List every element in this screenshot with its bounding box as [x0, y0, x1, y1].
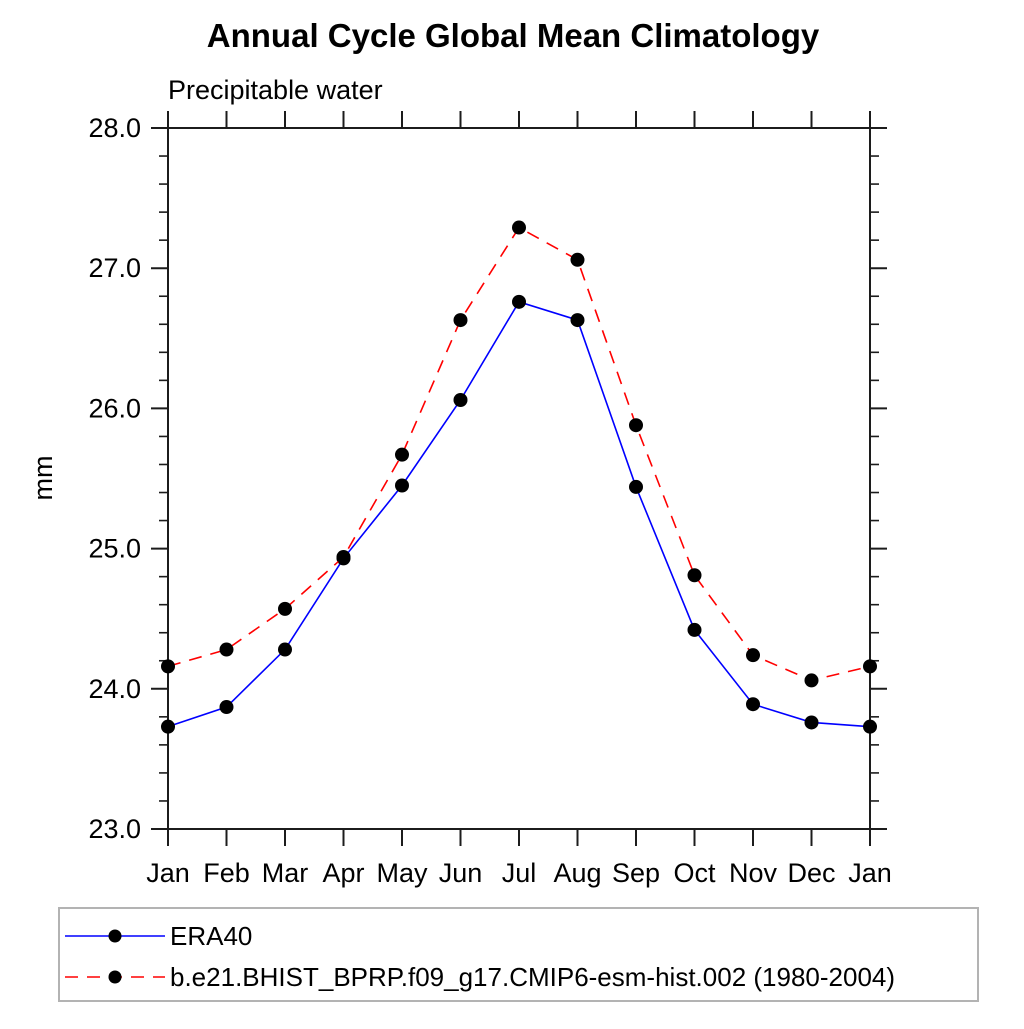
y-axis-ticks: 23.0 24.0 25.0 26.0 27.0 28.0: [88, 113, 887, 844]
series-marker-1: [863, 659, 877, 674]
x-tick-label: Feb: [203, 858, 250, 888]
y-tick-label: 26.0: [88, 393, 141, 423]
series-marker-1: [570, 252, 585, 267]
x-tick-label: Jan: [146, 858, 190, 888]
x-tick-label: Aug: [553, 858, 601, 888]
series-marker-1: [219, 642, 234, 657]
series-marker-0: [453, 392, 468, 407]
x-tick-label: May: [376, 858, 428, 888]
series-marker-0: [863, 719, 877, 734]
x-tick-label: Jan: [848, 858, 892, 888]
series-marker-1: [336, 550, 351, 565]
series-marker-0: [746, 697, 760, 712]
series-marker-0: [395, 478, 409, 493]
series-marker-1: [746, 648, 760, 663]
y-axis-label: mm: [28, 456, 58, 501]
series-layer: [161, 220, 877, 734]
y-tick-label: 24.0: [88, 674, 141, 704]
x-tick-label: Dec: [787, 858, 835, 888]
series-marker-1: [512, 220, 526, 235]
x-tick-label: Mar: [262, 858, 309, 888]
legend-marker-1: [108, 970, 122, 984]
legend-box: [58, 907, 979, 1002]
x-tick-label: Jun: [439, 858, 483, 888]
x-tick-label: Oct: [673, 858, 716, 888]
y-tick-label: 23.0: [88, 814, 141, 844]
series-marker-0: [512, 294, 526, 309]
x-tick-label: Nov: [729, 858, 778, 888]
x-tick-label: Apr: [322, 858, 364, 888]
series-marker-1: [453, 313, 468, 328]
series-marker-1: [395, 447, 409, 462]
series-marker-0: [278, 642, 292, 657]
legend-label-1: b.e21.BHIST_BPRP.f09_g17.CMIP6-esm-hist.…: [170, 962, 895, 992]
series-marker-0: [570, 313, 585, 328]
y-tick-label: 28.0: [88, 113, 141, 143]
legend-label-0: ERA40: [170, 921, 252, 951]
series-marker-0: [804, 715, 819, 730]
series-marker-1: [629, 418, 643, 433]
series-marker-1: [804, 673, 819, 688]
x-axis-ticks: Jan Feb Mar Apr May Jun Jul Aug Sep Oct Nov Dec Jan: [146, 111, 892, 888]
y-tick-label: 27.0: [88, 253, 141, 283]
series-marker-0: [629, 479, 643, 494]
series-line-0: [167, 300, 871, 728]
y-tick-label: 25.0: [88, 534, 141, 564]
chart-title: Annual Cycle Global Mean Climatology: [207, 17, 820, 54]
series-marker-1: [278, 601, 292, 616]
x-tick-label: Jul: [502, 858, 537, 888]
legend-marker-0: [108, 929, 122, 943]
series-marker-0: [687, 622, 702, 637]
series-marker-0: [161, 719, 175, 734]
legend: ERA40 b.e21.BHIST_BPRP.f09_g17.CMIP6-esm-…: [58, 907, 979, 1002]
series-marker-1: [687, 568, 702, 583]
series-marker-0: [219, 700, 234, 715]
x-tick-label: Sep: [612, 858, 660, 888]
chart-subtitle: Precipitable water: [168, 75, 383, 105]
series-marker-1: [161, 659, 175, 674]
